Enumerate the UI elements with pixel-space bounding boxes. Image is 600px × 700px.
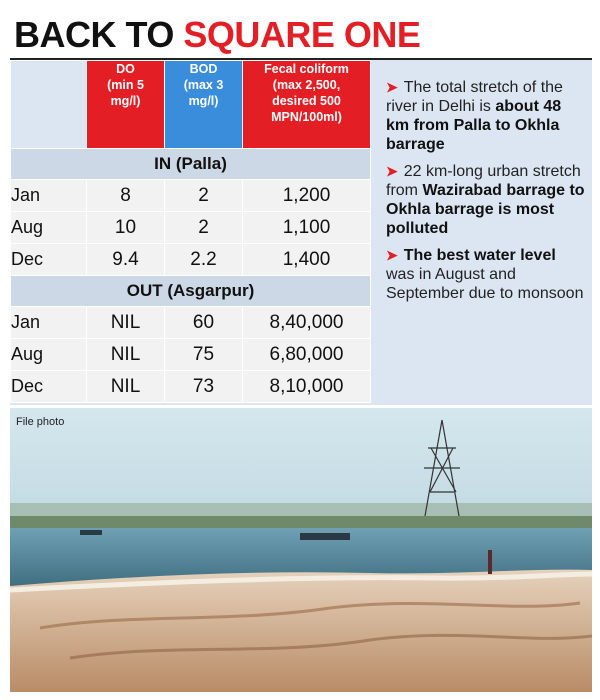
table-row: Dec NIL 73 8,10,000 <box>10 370 371 403</box>
cell-bod: 60 <box>164 306 243 339</box>
note-1-bold: about 48 km from Palla to Okhla barrage <box>386 98 562 153</box>
note-2-bold: Wazirabad barrage to Okhla barrage is mo… <box>386 182 585 237</box>
cell-bod: 2 <box>164 211 243 244</box>
table-row: Jan NIL 60 8,40,000 <box>10 306 371 339</box>
river-bank <box>10 569 592 692</box>
photo-caption: File photo <box>16 416 65 428</box>
cell-month: Dec <box>10 370 87 403</box>
cell-month: Dec <box>10 243 87 276</box>
post <box>488 550 492 574</box>
section-row-in: IN (Palla) <box>10 148 371 180</box>
note-3-bold: The best water level <box>403 247 556 264</box>
headline-part-2: SQUARE ONE <box>183 14 421 55</box>
side-notes: ➤ The total stretch of the river in Delhi… <box>386 78 586 311</box>
headline-part-1: BACK TO <box>14 14 184 55</box>
cell-month: Jan <box>10 306 87 339</box>
table-header-row: DO (min 5 mg/l) BOD (max 3 mg/l) Fecal colif… <box>10 60 371 149</box>
cell-fecal-coliform: 8,40,000 <box>242 306 371 339</box>
boat <box>80 530 102 535</box>
cell-bod: 2.2 <box>164 243 243 276</box>
foam-line <box>10 571 592 593</box>
section-title-out: OUT (Asgarpur) <box>10 275 371 307</box>
boat <box>300 533 350 540</box>
note-1-text: The total stretch of the river in Delhi … <box>386 79 563 115</box>
cell-bod: 75 <box>164 338 243 371</box>
note-3: ➤ The best water level was in August and … <box>386 246 586 303</box>
cell-bod: 73 <box>164 370 243 403</box>
cell-month: Aug <box>10 338 87 371</box>
cell-do: 9.4 <box>86 243 165 276</box>
cell-month: Jan <box>10 179 87 212</box>
note-3-text: was in August and September due to monso… <box>386 266 584 302</box>
arrow-icon: ➤ <box>386 163 398 179</box>
cell-do: NIL <box>86 306 165 339</box>
note-1: ➤ The total stretch of the river in Delhi… <box>386 78 586 154</box>
river-scene-illustration <box>10 408 592 692</box>
table-row: Jan 8 2 1,200 <box>10 179 371 212</box>
note-2: ➤ 22 km-long urban stretch from Wazirabad… <box>386 162 586 238</box>
cell-fecal-coliform: 1,400 <box>242 243 371 276</box>
cell-fecal-coliform: 1,100 <box>242 211 371 244</box>
headline-rule <box>10 58 592 60</box>
river-photo: File photo <box>10 408 592 692</box>
section-row-out: OUT (Asgarpur) <box>10 275 371 307</box>
pylon-icon <box>424 419 460 517</box>
header-fecal-coliform: Fecal coliform (max 2,500, desired 500 MPN/… <box>242 60 371 149</box>
cell-bod: 2 <box>164 179 243 212</box>
arrow-icon: ➤ <box>386 79 398 95</box>
table-row: Aug 10 2 1,100 <box>10 211 371 244</box>
water-quality-table: DO (min 5 mg/l) BOD (max 3 mg/l) Fecal colif… <box>10 60 371 403</box>
sediment-pattern <box>39 601 581 630</box>
section-title-in: IN (Palla) <box>10 148 371 180</box>
table-row: Aug NIL 75 6,80,000 <box>10 338 371 371</box>
table-row: Dec 9.4 2.2 1,400 <box>10 243 371 276</box>
cell-do: NIL <box>86 338 165 371</box>
cell-do: 8 <box>86 179 165 212</box>
header-blank-cell <box>10 60 87 149</box>
tree-line <box>10 516 592 530</box>
header-bod: BOD (max 3 mg/l) <box>164 60 243 149</box>
headline: BACK TO SQUARE ONE <box>14 14 421 56</box>
note-2-text: 22 km-long urban stretch from <box>386 163 581 199</box>
cell-do: 10 <box>86 211 165 244</box>
cell-fecal-coliform: 6,80,000 <box>242 338 371 371</box>
header-do: DO (min 5 mg/l) <box>86 60 165 149</box>
arrow-icon: ➤ <box>386 247 398 263</box>
cell-fecal-coliform: 1,200 <box>242 179 371 212</box>
sediment-pattern <box>69 633 592 660</box>
cell-do: NIL <box>86 370 165 403</box>
cell-fecal-coliform: 8,10,000 <box>242 370 371 403</box>
cell-month: Aug <box>10 211 87 244</box>
